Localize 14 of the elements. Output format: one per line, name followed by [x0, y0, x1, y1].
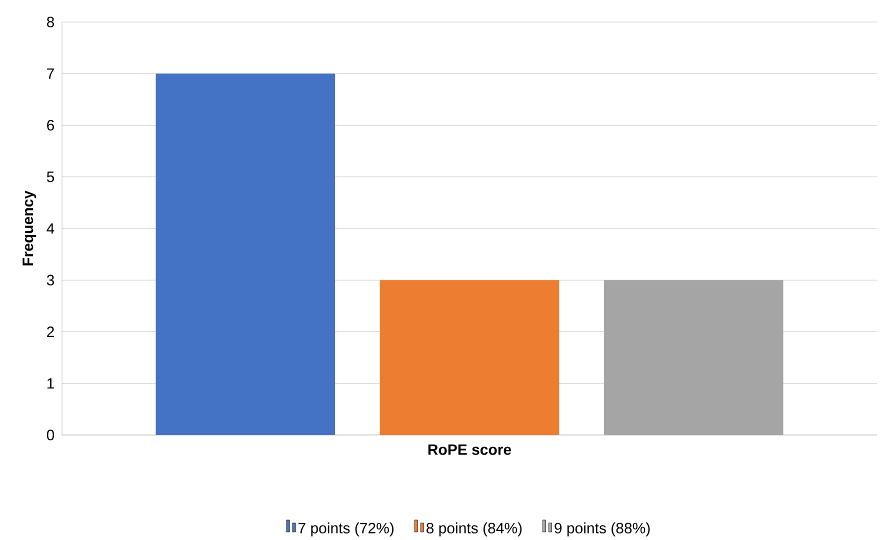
y-tick-label: 2: [47, 326, 54, 337]
y-tick-label: 6: [47, 120, 54, 131]
legend-label: 8 points (84%): [426, 522, 522, 536]
y-tick-label: 1: [47, 378, 54, 389]
y-tick-label: 7: [47, 68, 54, 79]
y-axis-title: Frequency: [22, 190, 36, 266]
y-tick-label: 8: [46, 16, 54, 28]
legend-label: 7 points (72%): [298, 522, 394, 536]
y-tick-label: 0: [46, 430, 54, 440]
x-tick-label: RoPE score: [428, 444, 512, 455]
legend-label: 9 points (88%): [554, 522, 650, 536]
y-tick-label: 5: [46, 172, 54, 182]
y-tick-label: 3: [46, 274, 54, 286]
y-tick-label: 4: [46, 223, 54, 234]
